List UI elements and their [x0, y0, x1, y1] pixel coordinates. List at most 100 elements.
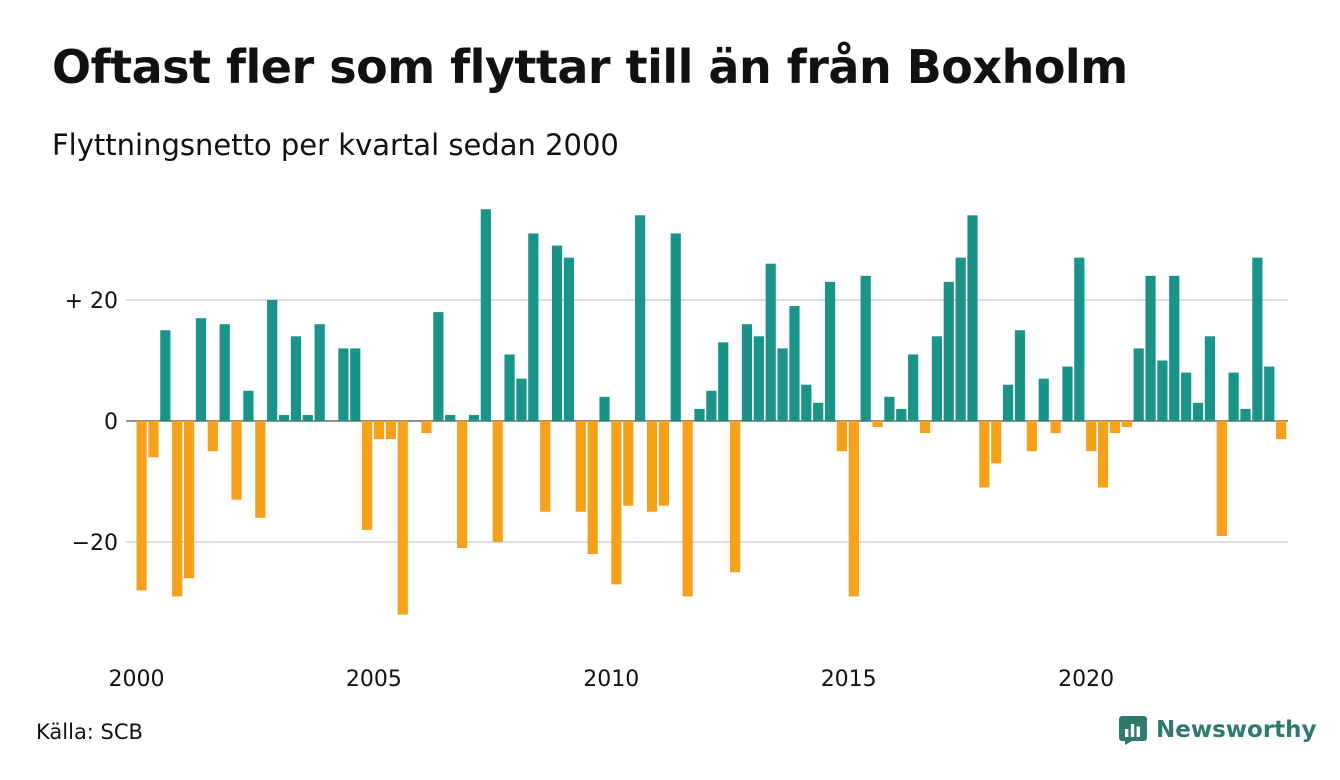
bar-positive: [468, 414, 480, 421]
bar-positive: [563, 257, 575, 421]
bar-positive: [896, 408, 907, 421]
bar-positive: [1145, 275, 1156, 421]
bar-positive: [967, 215, 978, 421]
bar-negative: [456, 421, 468, 549]
labels-layer: + 20 0 −20 2000 2005 2010 2015 2020: [65, 289, 1115, 692]
bar-positive: [528, 233, 539, 421]
bar-negative: [148, 421, 159, 458]
bar-positive: [1228, 372, 1239, 421]
x-tick-label: 2000: [109, 667, 165, 692]
bar-negative: [1097, 421, 1109, 488]
bar-positive: [599, 396, 610, 421]
bar-positive: [955, 257, 966, 421]
bar-positive: [943, 281, 954, 421]
bar-positive: [824, 281, 836, 421]
bar-negative: [172, 421, 183, 597]
bar-negative: [1276, 421, 1287, 440]
bar-negative: [362, 421, 373, 530]
bar-positive: [777, 348, 788, 421]
bar-negative: [979, 421, 990, 488]
bar-positive: [765, 263, 776, 421]
bar-positive: [551, 245, 563, 421]
bar-positive: [1204, 336, 1215, 421]
bar-negative: [730, 421, 741, 573]
bar-positive: [338, 348, 349, 421]
newsworthy-logo-icon: [1119, 716, 1147, 745]
bar-positive: [1169, 275, 1180, 421]
bar-positive: [290, 336, 302, 421]
source-note: Källa: SCB: [36, 720, 143, 744]
bar-negative: [1050, 421, 1061, 434]
y-tick-label: −20: [72, 531, 118, 556]
bar-negative: [373, 421, 385, 440]
bar-negative: [183, 421, 195, 579]
bar-negative: [646, 421, 658, 512]
bar-positive: [1252, 257, 1263, 421]
bar-negative: [1109, 421, 1121, 434]
bar-positive: [884, 396, 895, 421]
bars-layer: [136, 209, 1287, 615]
x-tick-label: 2020: [1058, 667, 1114, 692]
bar-negative: [682, 421, 693, 597]
bar-positive: [1264, 366, 1275, 421]
bar-positive: [1157, 360, 1168, 421]
bar-positive: [1003, 384, 1014, 421]
bar-negative: [540, 421, 551, 512]
x-tick-label: 2015: [821, 667, 877, 692]
bar-negative: [1121, 421, 1132, 428]
brand-name: Newsworthy: [1156, 717, 1317, 743]
bar-positive: [350, 348, 361, 421]
bar-positive: [1133, 348, 1144, 421]
y-tick-label: + 20: [65, 289, 118, 314]
bar-positive: [813, 402, 824, 421]
bar-negative: [836, 421, 848, 452]
bar-positive: [1192, 402, 1204, 421]
bar-positive: [908, 354, 919, 421]
bar-chart: + 20 0 −20 2000 2005 2010 2015 2020: [65, 209, 1288, 692]
bar-positive: [789, 306, 800, 421]
bar-positive: [1038, 378, 1049, 421]
bar-positive: [433, 312, 444, 421]
x-tick-label: 2005: [346, 667, 402, 692]
bar-positive: [694, 408, 705, 421]
x-tick-label: 2010: [583, 667, 639, 692]
bar-positive: [1240, 408, 1251, 421]
bar-positive: [267, 300, 278, 421]
bar-negative: [207, 421, 218, 452]
bar-positive: [1074, 257, 1085, 421]
bar-positive: [516, 378, 527, 421]
bar-positive: [445, 414, 456, 421]
bar-positive: [670, 233, 681, 421]
bar-negative: [255, 421, 266, 518]
bar-negative: [587, 421, 598, 555]
bar-positive: [195, 318, 207, 421]
bar-positive: [741, 324, 753, 421]
bar-positive: [706, 390, 717, 421]
bar-positive: [931, 336, 942, 421]
bar-negative: [575, 421, 586, 512]
bar-positive: [753, 336, 764, 421]
bar-positive: [504, 354, 515, 421]
bar-positive: [219, 324, 230, 421]
bar-positive: [718, 342, 729, 421]
bar-positive: [480, 209, 491, 421]
bar-positive: [635, 215, 646, 421]
bar-positive: [278, 414, 290, 421]
bar-negative: [1216, 421, 1227, 536]
bar-negative: [136, 421, 147, 591]
bar-negative: [848, 421, 859, 597]
bar-negative: [919, 421, 931, 434]
bar-negative: [421, 421, 432, 434]
bar-positive: [160, 330, 171, 421]
bar-positive: [1181, 372, 1192, 421]
bar-negative: [492, 421, 503, 542]
bar-negative: [231, 421, 242, 500]
chart-subtitle: Flyttningsnetto per kvartal sedan 2000: [52, 128, 619, 162]
bar-negative: [623, 421, 634, 506]
bar-positive: [1014, 330, 1026, 421]
bar-negative: [658, 421, 669, 506]
bar-positive: [801, 384, 812, 421]
bar-positive: [302, 414, 313, 421]
y-tick-label: 0: [104, 410, 118, 435]
bar-positive: [243, 390, 254, 421]
